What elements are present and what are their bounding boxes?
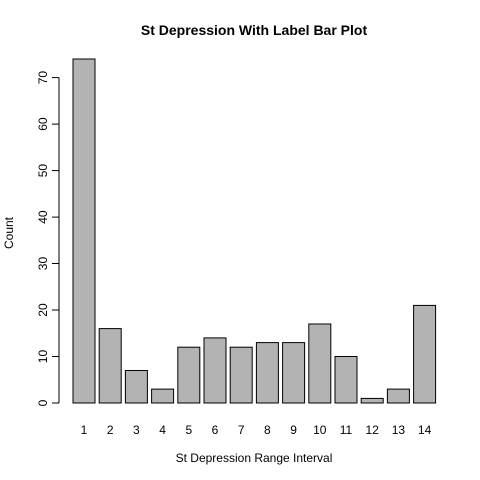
- bar-1: [72, 58, 96, 404]
- y-tick-label: 30: [36, 257, 50, 271]
- x-tick-label: 9: [290, 423, 297, 437]
- x-tick-label: 6: [212, 423, 219, 437]
- x-axis-label: St Depression Range Interval: [176, 451, 333, 465]
- bar-2: [98, 328, 122, 404]
- y-tick-label: 50: [36, 164, 50, 178]
- bars-group: [72, 58, 437, 404]
- y-tick-label: 20: [36, 303, 50, 317]
- bar-7: [229, 346, 253, 404]
- y-axis-label: Count: [2, 216, 16, 249]
- x-tick-label: 4: [159, 423, 166, 437]
- x-tick-label: 13: [392, 423, 406, 437]
- bar-11: [334, 356, 358, 404]
- x-tick-label: 12: [366, 423, 380, 437]
- x-tick-label: 8: [264, 423, 271, 437]
- x-tick-label: 5: [185, 423, 192, 437]
- x-axis-ticks: 1 2 3 4 5 6 7 8 9 10 11 12 13 14: [81, 423, 432, 437]
- chart-title: St Depression With Label Bar Plot: [141, 22, 368, 38]
- bar-4: [151, 388, 175, 404]
- y-axis: 0 10 20 30 40 50 60 70: [36, 71, 60, 406]
- bar-14: [413, 304, 437, 404]
- y-tick-label: 0: [36, 399, 50, 406]
- bar-3: [124, 370, 148, 404]
- y-tick-label: 40: [36, 210, 50, 224]
- x-tick-label: 7: [238, 423, 245, 437]
- bar-12: [360, 397, 384, 404]
- x-tick-label: 14: [418, 423, 432, 437]
- bar-5: [177, 346, 201, 404]
- x-tick-label: 3: [133, 423, 140, 437]
- x-tick-label: 2: [107, 423, 114, 437]
- x-tick-label: 10: [313, 423, 327, 437]
- x-tick-label: 11: [340, 423, 353, 437]
- bar-8: [255, 342, 279, 404]
- bar-9: [282, 342, 306, 404]
- y-tick-label: 10: [36, 350, 50, 364]
- bar-10: [308, 323, 332, 404]
- bar-13: [386, 388, 410, 404]
- x-tick-label: 1: [81, 423, 88, 437]
- y-tick-label: 60: [36, 117, 50, 131]
- y-tick-label: 70: [36, 71, 50, 85]
- bar-6: [203, 337, 227, 404]
